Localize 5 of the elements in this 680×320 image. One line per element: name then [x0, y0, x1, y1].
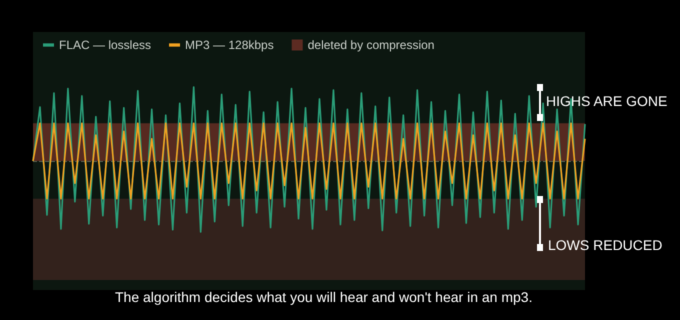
- text: The algorithm decides what you will hear and won't hear in an mp3.: [115, 289, 532, 305]
- legend-label: FLAC — lossless: [59, 38, 152, 52]
- text: LOWS REDUCED: [548, 237, 662, 253]
- legend-label: deleted by compression: [308, 38, 434, 52]
- legend-label: MP3 — 128kbps: [185, 38, 274, 52]
